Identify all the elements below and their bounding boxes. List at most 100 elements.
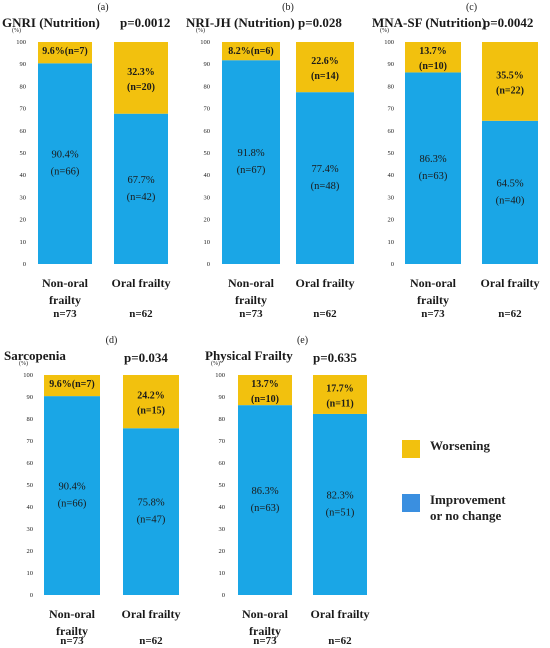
x-n-label: n=73 (421, 308, 445, 320)
y-tick-label: 10 (388, 239, 395, 246)
x-category-label: Oral frailty (481, 276, 540, 290)
x-category-label: Oral frailty (122, 607, 181, 621)
p-value: p=0.028 (298, 15, 342, 30)
data-label-worsening: (n=10) (251, 394, 279, 405)
y-tick-label: 60 (388, 128, 395, 135)
data-label-improvement: (n=63) (251, 503, 280, 514)
data-label-improvement: 64.5% (496, 178, 523, 189)
y-axis-unit: (%) (12, 27, 21, 34)
y-tick-label: 80 (388, 83, 395, 90)
data-label-worsening: 9.6%(n=7) (49, 379, 94, 390)
x-category-label: frailty (49, 293, 81, 307)
x-category-label: Oral frailty (296, 276, 355, 290)
bar-improvement (482, 120, 538, 264)
data-label-improvement: (n=66) (51, 167, 80, 178)
y-tick-label: 30 (204, 194, 211, 201)
bar-worsening (44, 375, 100, 397)
x-n-label: n=73 (60, 635, 84, 647)
bar-worsening (482, 42, 538, 121)
legend-item-worsening: Worsening (402, 438, 547, 458)
data-label-improvement: 77.4% (311, 164, 338, 175)
y-tick-label: 40 (20, 172, 27, 179)
data-label-improvement: (n=51) (326, 507, 355, 518)
y-tick-label: 80 (219, 416, 226, 423)
y-tick-label: 50 (204, 150, 211, 157)
x-category-label: Non-oral (49, 607, 96, 621)
data-label-improvement: (n=67) (237, 165, 266, 176)
data-label-improvement: 91.8% (237, 148, 264, 159)
y-tick-label: 60 (27, 460, 34, 467)
data-label-worsening: 13.7% (419, 46, 447, 57)
p-value: p=0.635 (313, 350, 357, 365)
y-tick-label: 70 (20, 106, 27, 113)
y-tick-label: 30 (27, 526, 34, 533)
bar-worsening (296, 42, 354, 93)
data-label-worsening: (n=14) (311, 71, 339, 82)
y-tick-label: 0 (391, 261, 394, 268)
y-tick-label: 60 (204, 128, 211, 135)
panel-label: (c) (466, 2, 477, 13)
legend: Worsening Improvement or no change (402, 438, 547, 558)
bar-improvement (123, 428, 179, 595)
y-tick-label: 90 (388, 61, 395, 68)
y-tick-label: 20 (20, 217, 27, 224)
bar-improvement (38, 63, 92, 265)
data-label-improvement: (n=42) (127, 192, 156, 203)
x-category-label: Non-oral (228, 276, 275, 290)
y-tick-label: 20 (219, 548, 226, 555)
bar-improvement (296, 92, 354, 264)
x-category-label: Non-oral (42, 276, 89, 290)
bar-worsening (123, 375, 179, 429)
y-tick-label: 60 (20, 128, 27, 135)
y-tick-label: 40 (27, 504, 34, 511)
data-label-worsening: 8.2%(n=6) (228, 46, 273, 57)
y-tick-label: 10 (219, 570, 226, 577)
y-tick-label: 70 (204, 106, 211, 113)
y-tick-label: 70 (219, 438, 226, 445)
legend-label-improvement: Improvement or no change (430, 492, 506, 523)
bar-worsening (114, 42, 168, 114)
x-n-label: n=73 (239, 308, 263, 320)
chart-title: GNRI (Nutrition) (2, 15, 100, 30)
y-tick-label: 80 (204, 83, 211, 90)
bar-worsening (238, 375, 292, 406)
y-tick-label: 60 (219, 460, 226, 467)
data-label-worsening: 22.6% (311, 56, 339, 67)
x-category-label: Non-oral (242, 607, 289, 621)
panel-label: (a) (97, 2, 108, 13)
y-tick-label: 20 (388, 217, 395, 224)
chart-title: MNA-SF (Nutrition) (372, 15, 486, 30)
y-axis-unit: (%) (19, 360, 28, 367)
y-axis-unit: (%) (196, 27, 205, 34)
x-category-label: Oral frailty (311, 607, 370, 621)
y-tick-label: 40 (204, 172, 211, 179)
data-label-worsening: (n=20) (127, 82, 155, 93)
data-label-improvement: 90.4% (58, 482, 85, 493)
y-tick-label: 0 (222, 592, 225, 599)
x-n-label: n=62 (328, 635, 352, 647)
y-tick-label: 40 (388, 172, 395, 179)
x-n-label: n=73 (53, 308, 77, 320)
y-tick-label: 90 (27, 394, 34, 401)
data-label-improvement: 86.3% (251, 486, 278, 497)
legend-item-improvement: Improvement or no change (402, 492, 547, 524)
y-tick-label: 50 (27, 482, 34, 489)
y-tick-label: 20 (204, 217, 211, 224)
y-tick-label: 0 (207, 261, 210, 268)
legend-swatch-improvement (402, 494, 420, 512)
panel-label: (d) (106, 335, 118, 346)
y-tick-label: 70 (388, 106, 395, 113)
data-label-improvement: (n=48) (311, 181, 340, 192)
x-n-label: n=62 (139, 635, 163, 647)
data-label-improvement: 82.3% (326, 490, 353, 501)
x-category-label: Non-oral (410, 276, 457, 290)
data-label-improvement: 86.3% (419, 154, 446, 165)
bar-worsening (222, 42, 280, 61)
y-tick-label: 100 (23, 372, 33, 379)
y-tick-label: 80 (27, 416, 34, 423)
x-category-label: frailty (249, 624, 281, 638)
x-n-label: n=62 (498, 308, 522, 320)
y-tick-label: 0 (30, 592, 33, 599)
panel-label: (b) (282, 2, 294, 13)
data-label-improvement: 67.7% (127, 175, 154, 186)
